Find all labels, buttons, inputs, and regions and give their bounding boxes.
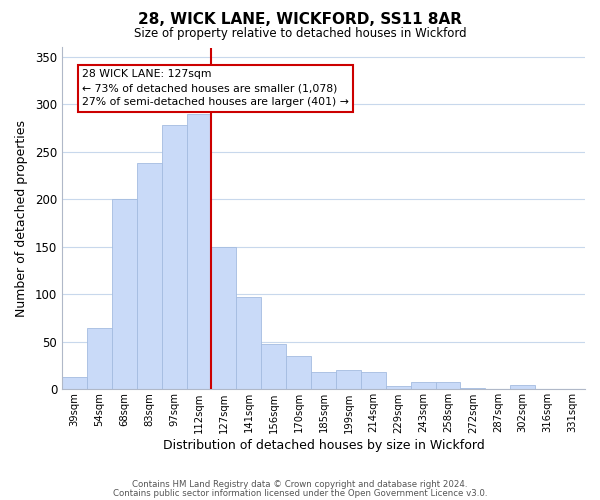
Bar xyxy=(311,372,336,390)
Bar xyxy=(261,344,286,390)
Bar xyxy=(236,298,261,390)
Y-axis label: Number of detached properties: Number of detached properties xyxy=(15,120,28,317)
Bar xyxy=(62,377,87,390)
Bar xyxy=(510,384,535,390)
Bar xyxy=(137,164,161,390)
Bar xyxy=(161,126,187,390)
Bar xyxy=(187,114,211,390)
Bar xyxy=(211,247,236,390)
Text: Contains public sector information licensed under the Open Government Licence v3: Contains public sector information licen… xyxy=(113,488,487,498)
Bar xyxy=(286,356,311,390)
Text: Contains HM Land Registry data © Crown copyright and database right 2024.: Contains HM Land Registry data © Crown c… xyxy=(132,480,468,489)
Bar xyxy=(436,382,460,390)
Bar xyxy=(460,388,485,390)
Bar xyxy=(112,200,137,390)
X-axis label: Distribution of detached houses by size in Wickford: Distribution of detached houses by size … xyxy=(163,440,484,452)
Text: 28, WICK LANE, WICKFORD, SS11 8AR: 28, WICK LANE, WICKFORD, SS11 8AR xyxy=(138,12,462,28)
Text: 28 WICK LANE: 127sqm
← 73% of detached houses are smaller (1,078)
27% of semi-de: 28 WICK LANE: 127sqm ← 73% of detached h… xyxy=(82,70,349,108)
Text: Size of property relative to detached houses in Wickford: Size of property relative to detached ho… xyxy=(134,28,466,40)
Bar xyxy=(336,370,361,390)
Bar xyxy=(410,382,436,390)
Bar xyxy=(386,386,410,390)
Bar xyxy=(87,328,112,390)
Bar xyxy=(361,372,386,390)
